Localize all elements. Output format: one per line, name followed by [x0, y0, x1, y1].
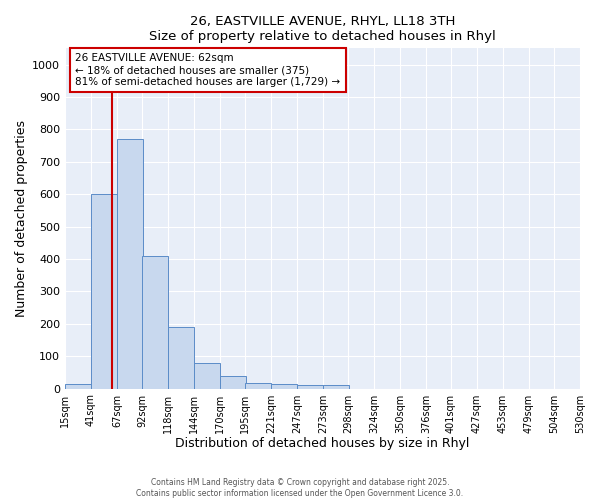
Bar: [297, 386, 323, 388]
Bar: [194, 362, 220, 388]
X-axis label: Distribution of detached houses by size in Rhyl: Distribution of detached houses by size …: [175, 437, 470, 450]
Text: 26 EASTVILLE AVENUE: 62sqm
← 18% of detached houses are smaller (375)
81% of sem: 26 EASTVILLE AVENUE: 62sqm ← 18% of deta…: [76, 54, 340, 86]
Bar: [117, 139, 143, 388]
Text: Contains HM Land Registry data © Crown copyright and database right 2025.
Contai: Contains HM Land Registry data © Crown c…: [136, 478, 464, 498]
Bar: [220, 376, 246, 388]
Bar: [91, 194, 117, 388]
Title: 26, EASTVILLE AVENUE, RHYL, LL18 3TH
Size of property relative to detached house: 26, EASTVILLE AVENUE, RHYL, LL18 3TH Siz…: [149, 15, 496, 43]
Bar: [271, 384, 297, 388]
Bar: [245, 383, 271, 388]
Bar: [142, 256, 168, 388]
Bar: [168, 327, 194, 388]
Bar: [323, 386, 349, 388]
Bar: [65, 384, 91, 388]
Y-axis label: Number of detached properties: Number of detached properties: [15, 120, 28, 317]
